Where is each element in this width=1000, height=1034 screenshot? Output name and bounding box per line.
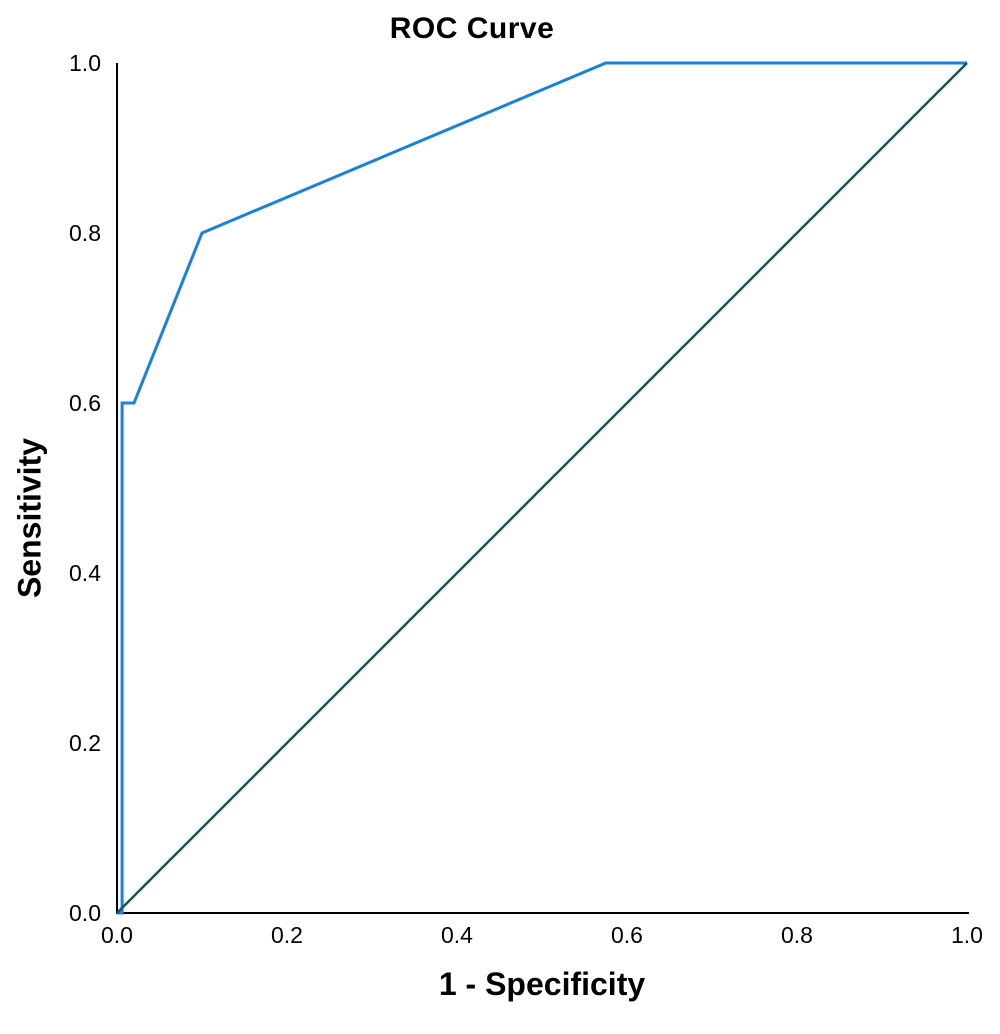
y-tick-label: 0.8	[69, 220, 101, 246]
x-tick-label: 0.2	[271, 922, 303, 948]
y-tick-label: 0.0	[69, 900, 101, 926]
reference-diagonal-line	[116, 62, 968, 914]
x-tick-label: 0.8	[781, 922, 813, 948]
x-tick-label: 0.0	[101, 922, 133, 948]
y-tick-label: 0.2	[69, 730, 101, 756]
y-tick-label: 0.6	[69, 390, 101, 416]
chart-title: ROC Curve	[389, 12, 555, 45]
x-tick-label: 0.6	[611, 922, 643, 948]
y-tick-label: 1.0	[69, 50, 101, 76]
roc-curve-line	[117, 61, 967, 915]
y-tick-label: 0.4	[69, 560, 101, 586]
x-tick-label: 0.4	[441, 922, 473, 948]
x-tick-label: 1.0	[951, 922, 983, 948]
x-axis-label: 1 - Specificity	[438, 966, 646, 1002]
